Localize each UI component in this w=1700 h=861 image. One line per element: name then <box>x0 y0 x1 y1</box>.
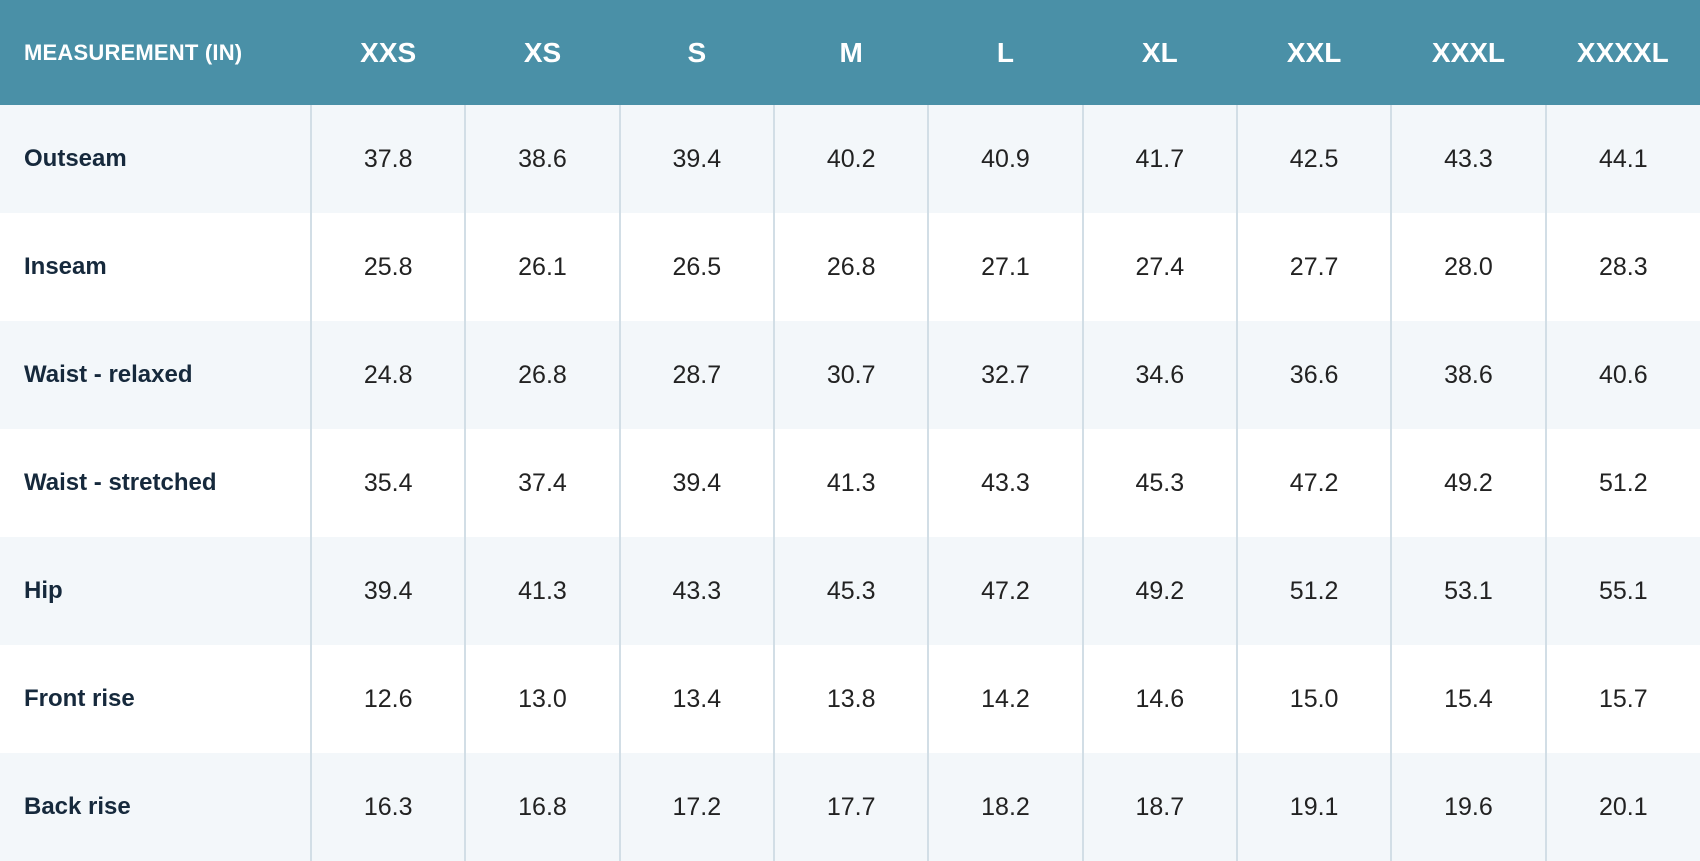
table-cell: 25.8 <box>309 213 466 321</box>
table-body: Outseam 37.8 38.6 39.4 40.2 40.9 41.7 42… <box>0 105 1700 861</box>
header-row: MEASUREMENT (IN) XXS XS S M L XL XXL XXX… <box>0 0 1700 105</box>
table-cell: 47.2 <box>1235 429 1392 537</box>
table-cell: 32.7 <box>927 321 1083 429</box>
table-cell: 39.4 <box>309 537 466 645</box>
header-size-l: L <box>928 0 1083 105</box>
table-cell: 38.6 <box>464 105 620 213</box>
table-cell: 51.2 <box>1544 429 1700 537</box>
table-cell: 47.2 <box>927 537 1083 645</box>
table-cell: 40.9 <box>927 105 1083 213</box>
row-label: Hip <box>0 537 311 645</box>
header-measurement: MEASUREMENT (IN) <box>0 0 311 105</box>
table-cell: 42.5 <box>1235 105 1392 213</box>
table-row: Waist - relaxed 24.8 26.8 28.7 30.7 32.7… <box>0 321 1700 429</box>
table-cell: 43.3 <box>618 537 774 645</box>
table-header: MEASUREMENT (IN) XXS XS S M L XL XXL XXX… <box>0 0 1700 105</box>
table-cell: 27.4 <box>1081 213 1237 321</box>
table-cell: 27.1 <box>927 213 1083 321</box>
table-cell: 35.4 <box>309 429 466 537</box>
header-size-m: M <box>773 0 929 105</box>
table-cell: 41.3 <box>772 429 929 537</box>
table-cell: 34.6 <box>1081 321 1237 429</box>
header-size-xxs: XXS <box>311 0 466 105</box>
table-cell: 30.7 <box>772 321 929 429</box>
header-size-xs: XS <box>465 0 620 105</box>
table-cell: 39.4 <box>618 105 774 213</box>
table-cell: 27.7 <box>1235 213 1392 321</box>
table-cell: 43.3 <box>1390 105 1546 213</box>
row-label: Waist - stretched <box>0 429 311 537</box>
table-cell: 15.4 <box>1390 645 1546 753</box>
table-row: Hip 39.4 41.3 43.3 45.3 47.2 49.2 51.2 5… <box>0 537 1700 645</box>
header-size-s: S <box>619 0 774 105</box>
table-cell: 13.8 <box>772 645 929 753</box>
table-cell: 44.1 <box>1544 105 1700 213</box>
table-cell: 13.4 <box>618 645 774 753</box>
row-label: Waist - relaxed <box>0 321 311 429</box>
table-row: Outseam 37.8 38.6 39.4 40.2 40.9 41.7 42… <box>0 105 1700 213</box>
table-cell: 18.7 <box>1081 753 1237 861</box>
row-label: Back rise <box>0 753 311 861</box>
table-cell: 14.2 <box>927 645 1083 753</box>
table-cell: 26.8 <box>772 213 929 321</box>
table-cell: 16.3 <box>309 753 466 861</box>
table-cell: 51.2 <box>1235 537 1392 645</box>
table-cell: 19.1 <box>1235 753 1392 861</box>
table-cell: 19.6 <box>1390 753 1546 861</box>
table-cell: 26.5 <box>618 213 774 321</box>
table-cell: 41.7 <box>1081 105 1237 213</box>
table-row: Front rise 12.6 13.0 13.4 13.8 14.2 14.6… <box>0 645 1700 753</box>
table-cell: 28.3 <box>1544 213 1700 321</box>
header-size-xxxxl: XXXXL <box>1545 0 1700 105</box>
table-cell: 45.3 <box>1081 429 1237 537</box>
row-label: Inseam <box>0 213 311 321</box>
table-cell: 28.7 <box>618 321 774 429</box>
table-cell: 17.2 <box>618 753 774 861</box>
table-cell: 17.7 <box>772 753 929 861</box>
table-cell: 14.6 <box>1081 645 1237 753</box>
table-cell: 20.1 <box>1544 753 1700 861</box>
table-cell: 18.2 <box>927 753 1083 861</box>
table-cell: 15.7 <box>1544 645 1700 753</box>
table-cell: 55.1 <box>1544 537 1700 645</box>
table-cell: 26.1 <box>464 213 620 321</box>
table-cell: 40.6 <box>1544 321 1700 429</box>
table-cell: 24.8 <box>309 321 466 429</box>
header-size-xxl: XXL <box>1236 0 1392 105</box>
table-cell: 16.8 <box>464 753 620 861</box>
table-row: Inseam 25.8 26.1 26.5 26.8 27.1 27.4 27.… <box>0 213 1700 321</box>
table-cell: 12.6 <box>309 645 466 753</box>
table-cell: 37.4 <box>464 429 620 537</box>
row-label: Front rise <box>0 645 311 753</box>
table-cell: 28.0 <box>1390 213 1546 321</box>
table-cell: 37.8 <box>309 105 466 213</box>
table-cell: 43.3 <box>927 429 1083 537</box>
table-cell: 49.2 <box>1390 429 1546 537</box>
table-cell: 38.6 <box>1390 321 1546 429</box>
table-row: Back rise 16.3 16.8 17.2 17.7 18.2 18.7 … <box>0 753 1700 861</box>
table-cell: 40.2 <box>772 105 929 213</box>
table-cell: 39.4 <box>618 429 774 537</box>
table-cell: 53.1 <box>1390 537 1546 645</box>
header-size-xl: XL <box>1082 0 1237 105</box>
table-cell: 26.8 <box>464 321 620 429</box>
table-cell: 15.0 <box>1235 645 1392 753</box>
table-cell: 41.3 <box>464 537 620 645</box>
table-cell: 36.6 <box>1235 321 1392 429</box>
table-row: Waist - stretched 35.4 37.4 39.4 41.3 43… <box>0 429 1700 537</box>
row-label: Outseam <box>0 105 311 213</box>
table-cell: 13.0 <box>464 645 620 753</box>
table-cell: 49.2 <box>1081 537 1237 645</box>
table-cell: 45.3 <box>772 537 929 645</box>
header-size-xxxl: XXXL <box>1391 0 1546 105</box>
